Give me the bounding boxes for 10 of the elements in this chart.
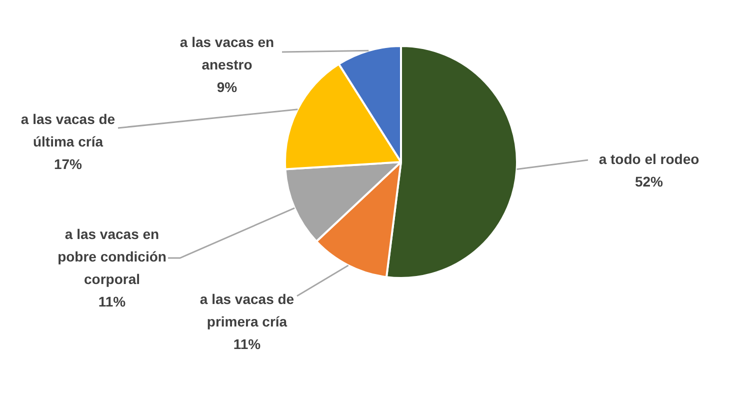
- slice-label: a las vacas en pobre condición corporal: [58, 226, 166, 287]
- data-label: 52%: [634, 173, 664, 190]
- slice-label: a las vacas en anestro: [180, 34, 274, 72]
- data-label: 11%: [98, 293, 126, 310]
- slice-label: a todo el rodeo: [598, 150, 700, 167]
- data-label: 11%: [233, 336, 262, 352]
- data-label: 17%: [54, 156, 83, 172]
- data-label: 9%: [216, 78, 238, 95]
- slice-label: a las vacas de primera cría: [200, 290, 294, 330]
- slice-label: a las vacas de última cría: [20, 110, 116, 150]
